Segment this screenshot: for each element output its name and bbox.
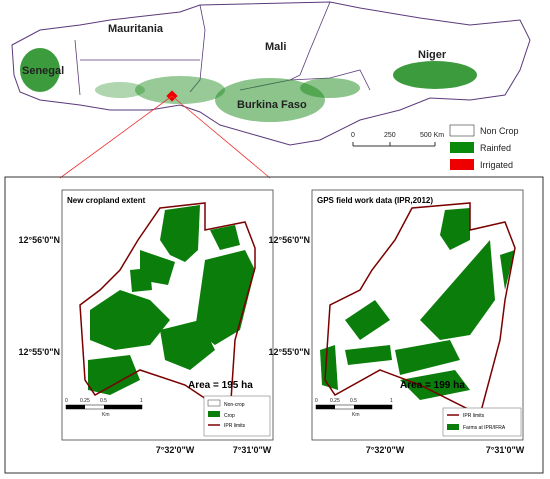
scale-label: 0.25 bbox=[330, 398, 340, 404]
lat-label: 12°56'0"N bbox=[18, 235, 60, 245]
inset-frame bbox=[4, 176, 544, 474]
zoom-line bbox=[171, 95, 271, 179]
scale-label: 250 bbox=[384, 132, 396, 139]
legend-swatch bbox=[207, 399, 221, 407]
scale-label: Km bbox=[102, 412, 110, 418]
scale-bar bbox=[315, 404, 393, 410]
legend-swatch bbox=[449, 124, 475, 137]
scale-label: 1 bbox=[390, 398, 393, 404]
country-label: Niger bbox=[418, 49, 447, 61]
scale-label: Km bbox=[352, 412, 360, 418]
legend-label: Irrigated bbox=[480, 160, 513, 170]
area-label: Area = 195 ha bbox=[188, 380, 253, 391]
legend-label: IPR limits bbox=[224, 423, 246, 429]
country-label: Mali bbox=[265, 41, 286, 53]
panel-legend bbox=[442, 407, 522, 437]
lon-label: 7°31'0"W bbox=[233, 445, 272, 455]
zoom-line bbox=[59, 95, 173, 179]
country-label: Burkina Faso bbox=[237, 99, 307, 111]
legend-label: Non-crop bbox=[224, 402, 245, 408]
ipr-boundary bbox=[79, 202, 256, 417]
lat-label: 12°56'0"N bbox=[268, 235, 310, 245]
legend-swatch bbox=[450, 159, 474, 170]
lon-label: 7°32'0"W bbox=[366, 445, 405, 455]
legend-label: Non Crop bbox=[480, 126, 519, 136]
panel-frame bbox=[311, 189, 524, 441]
scale-label: 500 Km bbox=[420, 132, 444, 139]
panel-title: New cropland extent bbox=[67, 196, 146, 205]
scale-label: 0 bbox=[315, 398, 318, 404]
lon-label: 7°32'0"W bbox=[156, 445, 195, 455]
scale-label: 0 bbox=[65, 398, 68, 404]
legend-swatch bbox=[447, 424, 459, 430]
scale-label: 0.25 bbox=[80, 398, 90, 404]
scale-bar bbox=[352, 142, 436, 147]
area-label: Area = 199 ha bbox=[400, 380, 465, 391]
scale-label: 0 bbox=[351, 132, 355, 139]
scale-bar bbox=[65, 404, 143, 410]
crop-areas bbox=[88, 205, 255, 395]
lat-label: 12°55'0"N bbox=[18, 347, 60, 357]
farm-areas bbox=[320, 208, 515, 400]
legend-label: IPR limits bbox=[463, 413, 485, 419]
legend-label: Farms at IPR/IFRA bbox=[463, 425, 506, 431]
rainfed-areas bbox=[20, 48, 477, 122]
scale-label: 0.5 bbox=[350, 398, 357, 404]
legend-label: Crop bbox=[224, 413, 235, 419]
scale-label: 0.5 bbox=[100, 398, 107, 404]
legend-label: Rainfed bbox=[480, 143, 511, 153]
scale-label: 1 bbox=[140, 398, 143, 404]
panel-title: GPS field work data (IPR,2012) bbox=[317, 196, 433, 205]
lat-label: 12°55'0"N bbox=[268, 347, 310, 357]
country-label: Mauritania bbox=[108, 23, 164, 35]
legend-swatch bbox=[208, 411, 220, 417]
ipr-boundary bbox=[324, 202, 516, 417]
country-label: Senegal bbox=[22, 65, 64, 77]
legend-swatch bbox=[450, 142, 474, 153]
lon-label: 7°31'0"W bbox=[486, 445, 525, 455]
